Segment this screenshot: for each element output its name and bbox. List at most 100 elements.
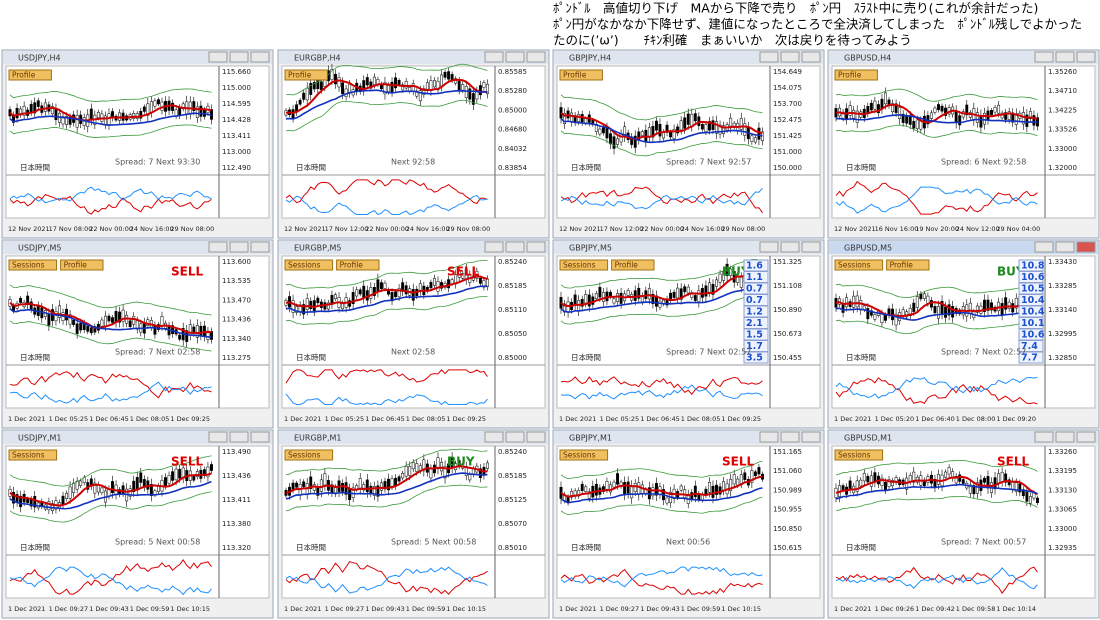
window-button[interactable]: [780, 241, 800, 253]
tag-box[interactable]: [284, 259, 334, 271]
candle-body: [690, 113, 694, 127]
window-button[interactable]: [505, 51, 525, 63]
band-line: [285, 296, 488, 325]
tag-box[interactable]: [834, 259, 884, 271]
tag-box[interactable]: [8, 69, 52, 81]
moving-average: [285, 89, 488, 120]
tag-box[interactable]: [8, 259, 58, 271]
candle-body: [93, 482, 97, 494]
window-button[interactable]: [484, 241, 504, 253]
window-button[interactable]: [759, 431, 779, 443]
candle-body: [443, 71, 447, 78]
time-label: 12 Nov 2021: [8, 225, 50, 233]
window-button[interactable]: [484, 51, 504, 63]
candle-body: [601, 127, 605, 134]
side-value: 1.2: [746, 307, 763, 318]
candle-body: [884, 92, 887, 105]
spread-label: Spread: 7 Next 93:30: [115, 158, 200, 167]
spread-label: Spread: 7 Next 00:57: [941, 538, 1026, 547]
tag-label: Profile: [64, 261, 88, 270]
side-value: 1.7: [746, 341, 763, 352]
window-button[interactable]: [484, 431, 504, 443]
tag-box[interactable]: [336, 259, 380, 271]
window-button[interactable]: [801, 241, 821, 253]
tag-label: Sessions: [288, 261, 321, 270]
window-button[interactable]: [526, 51, 546, 63]
tag-box[interactable]: [559, 259, 609, 271]
window-button[interactable]: [759, 241, 779, 253]
oscillator-line: [560, 566, 763, 588]
candle-body: [700, 124, 704, 130]
tag-box[interactable]: [60, 259, 104, 271]
candle-body: [432, 80, 436, 88]
candle-body: [951, 306, 955, 318]
candle-body: [75, 323, 79, 334]
candle-body: [922, 293, 926, 299]
window-button[interactable]: [208, 51, 228, 63]
candle-body: [1007, 301, 1011, 309]
side-box: [1018, 351, 1044, 364]
window-button[interactable]: [801, 51, 821, 63]
window-button[interactable]: [526, 431, 546, 443]
window-button[interactable]: [229, 51, 249, 63]
side-value: 1.5: [746, 330, 763, 341]
window-button[interactable]: [250, 431, 270, 443]
window-button[interactable]: [759, 51, 779, 63]
window-button[interactable]: [1076, 241, 1096, 253]
candle-body: [573, 294, 577, 306]
moving-average: [560, 118, 763, 144]
tag-box[interactable]: [886, 259, 930, 271]
tag-box[interactable]: [559, 69, 603, 81]
window-button[interactable]: [1076, 51, 1096, 63]
candle-body: [947, 304, 951, 316]
window-button[interactable]: [208, 431, 228, 443]
band-line: [835, 319, 1038, 334]
candle-body: [848, 480, 852, 490]
title-bar: [829, 51, 1098, 64]
window-button[interactable]: [229, 241, 249, 253]
window-button[interactable]: [1076, 431, 1096, 443]
price-label: 112.490: [222, 164, 251, 172]
window-button[interactable]: [801, 431, 821, 443]
time-label: 17 Nov 12:00: [600, 225, 644, 233]
moving-average: [9, 480, 212, 510]
window-button[interactable]: [229, 431, 249, 443]
window-button[interactable]: [1055, 51, 1075, 63]
tag-box[interactable]: [834, 69, 878, 81]
window-button[interactable]: [526, 241, 546, 253]
candle-body: [841, 485, 845, 491]
candle-body: [852, 295, 856, 308]
tag-box[interactable]: [284, 449, 334, 461]
tag-box[interactable]: [8, 449, 58, 461]
window-button[interactable]: [1034, 431, 1054, 443]
window-button[interactable]: [250, 51, 270, 63]
window-button[interactable]: [250, 241, 270, 253]
candle-body: [944, 306, 948, 318]
jst-label: 日本時間: [846, 162, 876, 172]
time-label: 1 Dec 09:59: [406, 605, 446, 613]
tag-box[interactable]: [284, 69, 328, 81]
time-label: 1 Dec 09:27: [325, 605, 365, 613]
window-button[interactable]: [1034, 241, 1054, 253]
window-button[interactable]: [780, 431, 800, 443]
band-line: [560, 259, 763, 289]
tag-box[interactable]: [834, 449, 884, 461]
window-button[interactable]: [505, 431, 525, 443]
spread-label: Next 00:56: [666, 538, 710, 547]
candle-body: [432, 277, 436, 286]
candle-body: [471, 93, 475, 105]
window-button[interactable]: [1055, 241, 1075, 253]
time-label: 16 Nov 16:00: [875, 225, 919, 233]
window-button[interactable]: [1034, 51, 1054, 63]
window-button[interactable]: [780, 51, 800, 63]
tag-box[interactable]: [611, 259, 655, 271]
band-line: [835, 459, 1038, 476]
window-button[interactable]: [1055, 431, 1075, 443]
candle-body: [312, 82, 316, 90]
candle-body: [461, 273, 465, 279]
window-button[interactable]: [208, 241, 228, 253]
oscillator-line: [9, 371, 212, 399]
window-button[interactable]: [505, 241, 525, 253]
tag-box[interactable]: [559, 449, 609, 461]
price-label: 151.165: [773, 448, 802, 456]
